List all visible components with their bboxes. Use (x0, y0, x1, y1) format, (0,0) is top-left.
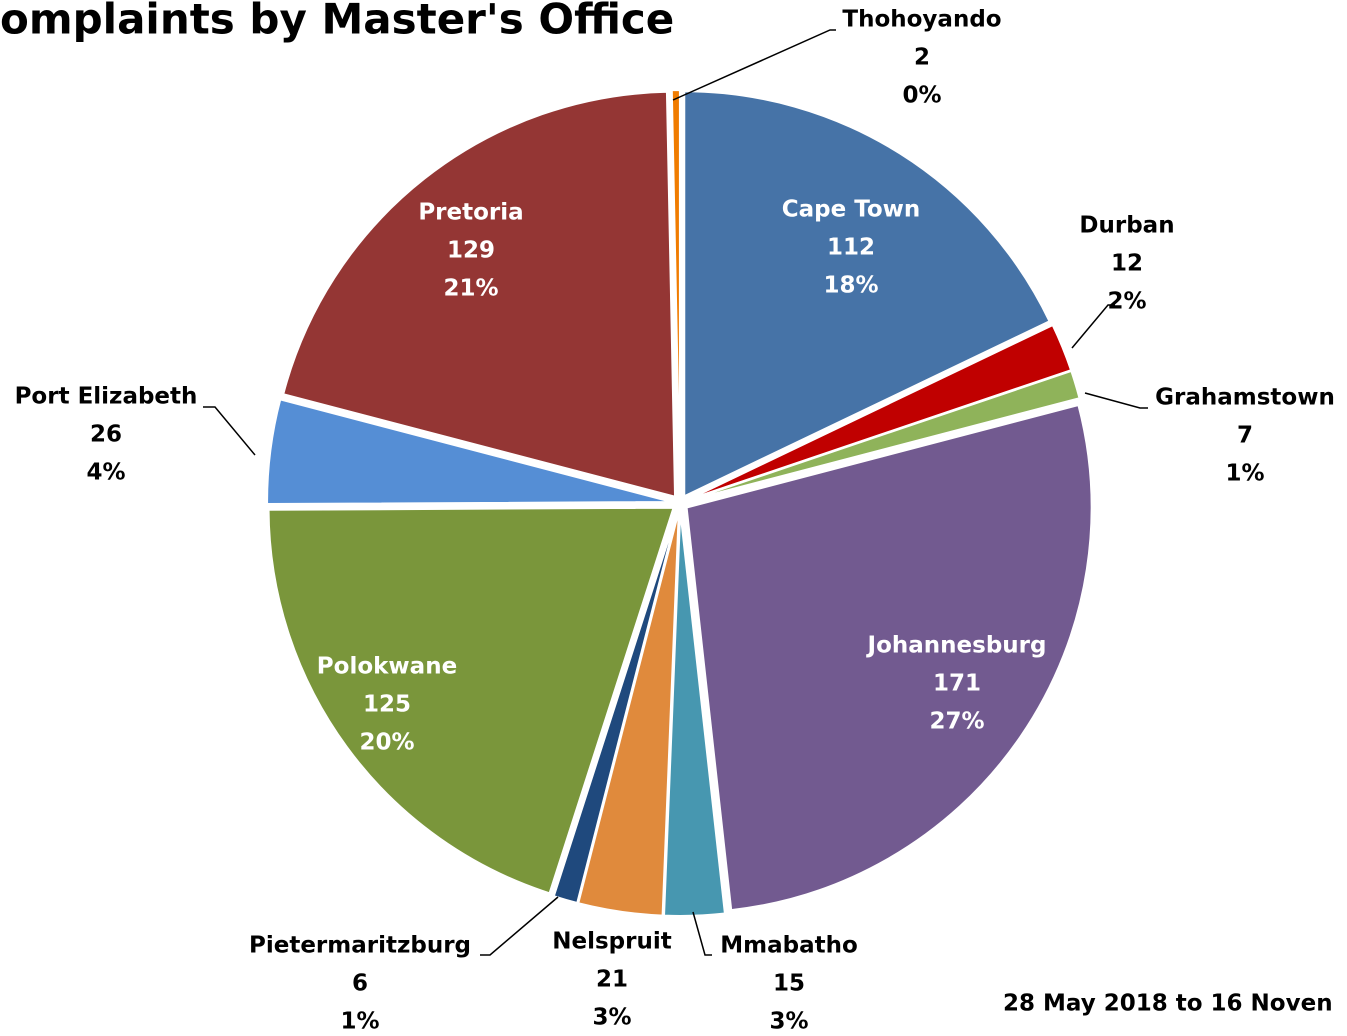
value-label: 12 (1111, 251, 1143, 277)
slice-label: Nelspruit (552, 929, 671, 955)
slice-label: Durban (1079, 213, 1174, 239)
footnote: 28 May 2018 to 16 Noven (1003, 991, 1333, 1017)
value-label: 26 (90, 422, 122, 448)
pie-slice (266, 398, 673, 506)
slice-label: Thohoyando (842, 7, 1001, 33)
percent-label: 3% (592, 1005, 631, 1031)
percent-label: 1% (1225, 461, 1264, 487)
pie-slice (577, 510, 680, 917)
leader-line (1071, 304, 1115, 349)
leader-line (672, 29, 836, 101)
percent-label: 1% (340, 1009, 379, 1035)
pie-slice (267, 506, 675, 895)
leader-line (692, 911, 712, 956)
pie-slice (687, 369, 1081, 502)
slice-label: Pretoria (418, 200, 523, 226)
slice-label: Cape Town (782, 197, 921, 223)
value-label: 7 (1237, 423, 1253, 449)
slice-label: Mmabatho (720, 933, 858, 959)
percent-label: 2% (1107, 289, 1146, 315)
slice-label: Johannesburg (866, 633, 1047, 659)
value-label: 171 (933, 671, 981, 697)
leader-line (480, 896, 559, 956)
leader-line (1084, 392, 1148, 409)
slice-label: Grahamstown (1155, 385, 1335, 411)
slice-label: Port Elizabeth (15, 384, 198, 410)
percent-label: 21% (443, 276, 498, 302)
value-label: 21 (596, 967, 628, 993)
value-label: 129 (447, 238, 495, 264)
pie-slice (685, 403, 1093, 912)
pie-slice (552, 510, 679, 905)
value-label: 2 (914, 45, 930, 71)
percent-label: 20% (359, 730, 414, 756)
slice-label: Pietermaritzburg (249, 933, 471, 959)
pie-slice (670, 89, 681, 496)
value-label: 15 (773, 971, 805, 997)
leader-line (203, 406, 256, 456)
percent-label: 4% (86, 460, 125, 486)
percent-label: 18% (823, 273, 878, 299)
percent-label: 0% (902, 83, 941, 109)
value-label: 112 (827, 235, 875, 261)
value-label: 6 (352, 971, 368, 997)
value-label: 125 (363, 692, 411, 718)
pie-slice (683, 90, 1051, 498)
percent-label: 3% (769, 1009, 808, 1035)
pie-slice (282, 90, 677, 499)
chart-title: omplaints by Master's Office (0, 0, 674, 44)
slice-label: Polokwane (317, 654, 457, 680)
percent-label: 27% (929, 709, 984, 735)
